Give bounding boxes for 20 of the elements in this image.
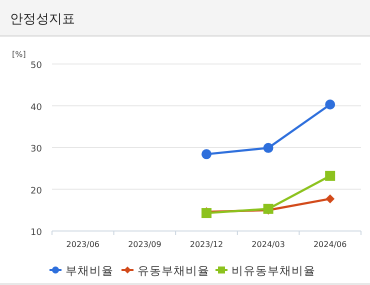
y-tick-label: 30 — [30, 144, 42, 154]
x-tick-label: 2023/12 — [190, 240, 224, 249]
y-tick-label: 20 — [30, 186, 42, 196]
y-tick-label: 50 — [30, 61, 42, 71]
point — [326, 194, 335, 204]
x-tick-label: 2023/09 — [128, 240, 162, 249]
x-tick-label: 2024/03 — [252, 240, 285, 249]
point — [325, 170, 336, 181]
x-tick-label: 2024/06 — [313, 240, 347, 249]
y-tick-label: 10 — [30, 228, 42, 238]
y-axis-title: [%] — [12, 50, 26, 59]
point — [263, 142, 274, 153]
point — [325, 99, 336, 110]
y-tick-label: 40 — [30, 102, 42, 113]
x-tick-label: 2023/06 — [66, 240, 100, 249]
point — [202, 149, 212, 160]
chart-title: 안정성지표 — [10, 12, 75, 27]
legend-label: 부채비율 — [66, 264, 114, 278]
legend-label: 비유동부채비율 — [232, 264, 316, 278]
legend-label: 유동부채비율 — [138, 264, 210, 278]
